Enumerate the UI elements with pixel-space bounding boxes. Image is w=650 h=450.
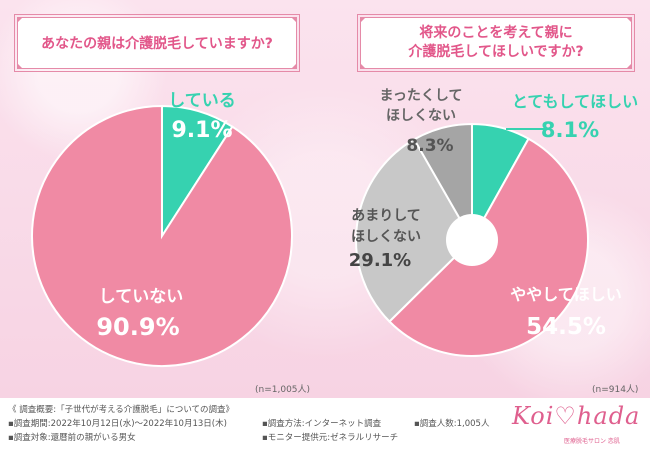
left-label-shiteiru: している [168,91,236,111]
left-pie-slice-1 [31,104,293,367]
right-label-amari-2: ほしくない [351,229,421,245]
left-value-shiteiru: 9.1% [171,118,232,143]
brand-logo: Koi♡hada 医療脱毛サロン 恋肌 [512,402,642,448]
footer: 《 調査概要:「子世代が考える介護脱毛」についての調査》 ▪調査期間:2022年… [0,398,650,450]
left-label-shiteinai: していない [99,287,184,307]
right-label-mattaku-1: まったくして [379,88,462,104]
monitor-provider: ▪モニター提供元:ゼネラルリサーチ [262,433,399,443]
left-sample-size: (n=1,005人) [255,385,311,395]
left-chart-title-box: あなたの親は介護脱毛していますか? [14,14,300,72]
survey-overview: 《 調査概要:「子世代が考える介護脱毛」についての調査》 [8,405,235,415]
left-value-shiteinai: 90.9% [96,313,179,341]
right-label-totemo: とてもしてほしい [512,92,638,111]
right-donut-donut-hole [446,214,498,266]
right-donut-chart [355,122,590,357]
survey-method: ▪調査方法:インターネット調査 [262,419,382,429]
charts-canvas: している 9.1% していない 90.9% とてもしてほしい 8.1% まったく… [31,88,638,367]
left-pie-chart [31,104,293,367]
right-value-amari: 29.1% [349,250,411,271]
right-chart-title-line1: 将来のことを考えて親に [419,25,573,41]
right-sample-size: (n=914人) [592,385,639,395]
survey-target: ▪調査対象:還暦前の親がいる男女 [8,433,136,443]
right-donut-slice-3 [412,122,473,244]
right-label-mattaku-2: ほしくない [386,108,456,124]
right-donut-slice-2 [355,138,474,323]
logo-subtitle: 医療脱毛サロン 恋肌 [564,438,620,445]
logo-wordmark: Koi♡hada [512,402,641,430]
right-label-yaya: ややしてほしい [510,285,622,304]
right-chart-title-box: 将来のことを考えて親に 介護脱毛してほしいですか? [357,14,635,72]
right-label-amari-1: あまりして [351,208,421,224]
survey-period: ▪調査期間:2022年10月12日(水)〜2022年10月13日(木) [8,419,227,429]
right-value-yaya: 54.5% [526,314,606,340]
survey-count: ▪調査人数:1,005人 [414,419,490,429]
right-value-totemo: 8.1% [541,118,599,142]
right-value-mattaku: 8.3% [406,136,453,156]
right-chart-title-line2: 介護脱毛してほしいですか? [408,44,584,60]
left-chart-title: あなたの親は介護脱毛していますか? [41,36,273,52]
